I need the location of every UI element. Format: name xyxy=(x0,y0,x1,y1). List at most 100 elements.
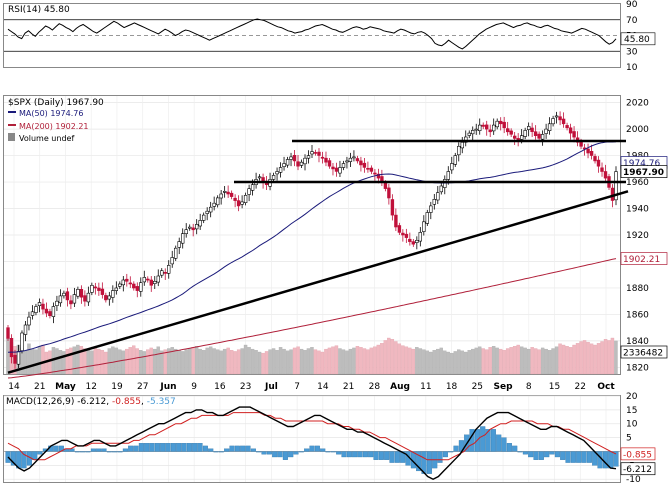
candle-body xyxy=(425,212,429,224)
volume-bar xyxy=(296,346,300,375)
price-value-tag: 1974.76 xyxy=(623,159,660,169)
candle-body xyxy=(41,303,45,310)
volume-bar xyxy=(299,348,304,375)
volume-bar xyxy=(292,347,297,375)
volume-bar xyxy=(450,352,454,375)
volume-bar xyxy=(135,348,139,375)
candle-body xyxy=(167,265,171,274)
volume-bar xyxy=(540,347,545,375)
volume-bar xyxy=(554,346,559,375)
volume-bar xyxy=(491,346,496,375)
candle-body xyxy=(184,229,188,234)
candle-body xyxy=(586,148,590,154)
candle-body xyxy=(209,206,213,213)
macd-signal-value: -0.855 xyxy=(112,397,141,407)
price-tick-label: 2020 xyxy=(626,99,649,109)
macd-histogram-bar xyxy=(69,448,75,452)
volume-bar xyxy=(132,345,136,375)
macd-histogram-bar xyxy=(293,451,299,455)
candle-body xyxy=(306,155,311,159)
price-tick-label: 1920 xyxy=(626,231,649,241)
candle-body xyxy=(198,220,202,227)
candle-body xyxy=(121,279,126,286)
volume-bar xyxy=(575,343,580,375)
price-grid xyxy=(4,96,620,374)
candle-body xyxy=(97,287,101,291)
macd-histogram-bar xyxy=(368,451,374,458)
macd-tick-label: 15 xyxy=(626,406,637,416)
price-tick-label: 1840 xyxy=(626,337,649,347)
volume-bar xyxy=(600,341,604,375)
volume-bar xyxy=(561,344,566,375)
price-tick-label: 2000 xyxy=(626,125,649,135)
macd-histogram-bar xyxy=(496,434,502,452)
macd-histogram-bar xyxy=(106,451,112,453)
macd-histogram-bar xyxy=(176,443,182,452)
candle-body xyxy=(6,327,10,339)
candle-body xyxy=(345,160,349,163)
candle-body xyxy=(128,282,132,285)
volume-bar xyxy=(446,351,450,375)
macd-histogram-bar xyxy=(448,451,454,453)
macd-signal-line xyxy=(7,412,617,461)
macd-histogram-bar xyxy=(309,445,315,452)
macd-histogram-bar xyxy=(554,451,560,458)
volume-bar xyxy=(247,347,251,375)
macd-histogram-bar xyxy=(304,448,310,452)
macd-histogram-bar xyxy=(298,451,304,453)
volume-bar xyxy=(505,348,510,375)
volume-bar xyxy=(380,343,384,375)
macd-histogram-bar xyxy=(85,451,91,453)
candle-body xyxy=(432,199,436,205)
macd-histogram-bar xyxy=(549,451,555,455)
volume-bar xyxy=(526,348,531,375)
volume-bar xyxy=(348,348,353,375)
volume-bar xyxy=(547,350,552,375)
candle-body xyxy=(348,157,353,162)
x-tick-label: 18 xyxy=(446,382,458,392)
volume-bar xyxy=(72,346,77,375)
candle-body xyxy=(62,292,66,297)
macd-histogram-bar xyxy=(213,451,219,453)
candle-body xyxy=(153,280,157,284)
macd-histogram-bar xyxy=(154,443,160,452)
candle-body xyxy=(450,163,454,171)
candle-body xyxy=(565,125,569,129)
volume-bar xyxy=(425,350,429,375)
macd-histogram-bar xyxy=(266,451,272,455)
volume-bar xyxy=(170,347,174,375)
volume-bar xyxy=(331,346,335,375)
macd-histogram-bar xyxy=(197,443,203,452)
rsi-line xyxy=(7,18,617,50)
volume-bar xyxy=(373,346,377,375)
volume-bar xyxy=(285,350,290,375)
volume-bar xyxy=(593,344,597,375)
volume-bar xyxy=(519,346,524,375)
volume-bar xyxy=(352,347,356,375)
x-tick-label: 23 xyxy=(240,382,251,392)
volume-bar xyxy=(572,344,576,375)
volume-bar xyxy=(65,348,70,375)
macd-histogram-bar xyxy=(512,445,518,452)
macd-value-tag: -0.855 xyxy=(623,450,652,460)
macd-title-value: -6.212 xyxy=(77,397,106,407)
macd-histogram-bar xyxy=(32,451,38,460)
price-candles xyxy=(6,111,618,369)
candle-body xyxy=(299,161,304,166)
candle-body xyxy=(303,157,307,165)
candle-body xyxy=(65,291,70,301)
volume-bar xyxy=(324,348,328,375)
x-tick-label: May xyxy=(55,382,76,392)
candle-body xyxy=(170,257,174,265)
candle-body xyxy=(415,240,419,244)
volume-bar xyxy=(387,337,391,375)
volume-bar xyxy=(471,348,475,375)
volume-bar xyxy=(128,347,132,375)
macd-tick-label: 5 xyxy=(626,434,632,444)
volume-bar xyxy=(467,350,471,375)
macd-title-label: MACD(12,26,9) xyxy=(6,397,74,407)
candle-body xyxy=(226,191,230,195)
macd-histogram-bar xyxy=(128,445,134,452)
candle-body xyxy=(512,135,517,139)
volume-bar xyxy=(474,347,478,375)
